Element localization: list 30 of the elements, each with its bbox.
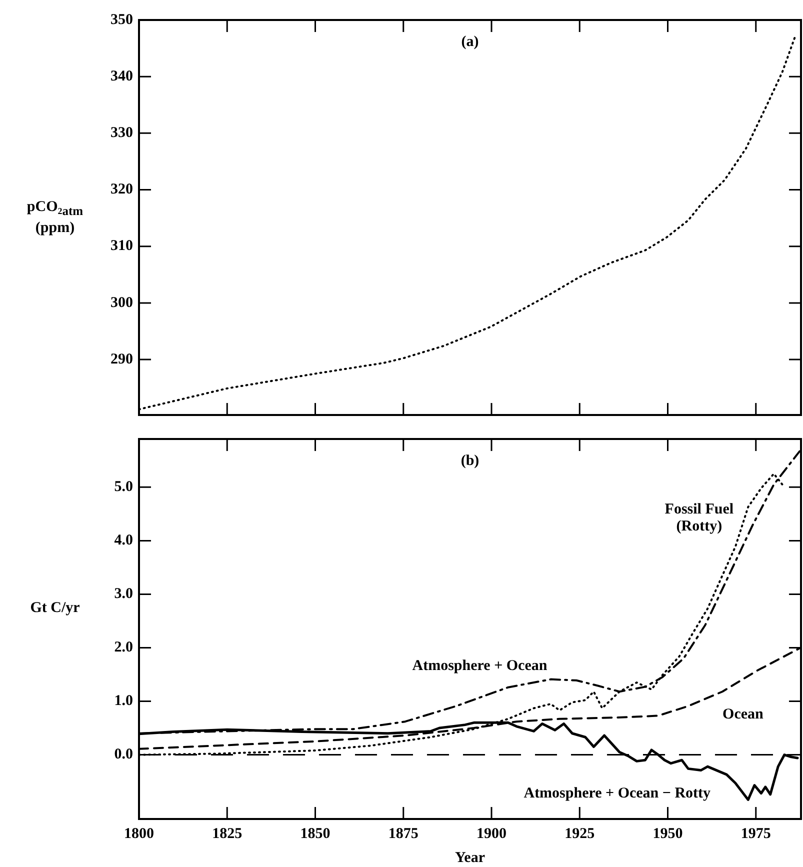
y-tick-label: 350 [110, 12, 133, 28]
y-tick-label: 3.0 [114, 586, 133, 602]
x-tick-label: 1875 [388, 826, 418, 842]
y-tick-label: 1.0 [114, 693, 133, 710]
y-axis-title: Gt C/yr [29, 599, 81, 618]
series-label: Atmosphere + Ocean − Rotty [524, 786, 712, 802]
x-axis-title: Year [455, 850, 486, 866]
x-tick-label: 1950 [652, 826, 683, 842]
y-tick-label: 340 [110, 68, 133, 84]
x-tick-label: 1975 [740, 826, 771, 842]
y-tick-label: 290 [110, 351, 133, 368]
series-label: Ocean [722, 706, 764, 723]
y-axis-title: pCO₂$_{atm}$ (ppm) [26, 198, 84, 238]
x-tick-label: 1800 [124, 826, 154, 842]
y-tick-label: 320 [110, 182, 133, 198]
y-tick-label: 300 [110, 294, 133, 311]
x-tick-label: 1925 [564, 826, 595, 842]
text: (b) [460, 452, 480, 469]
y-tick-label: 5.0 [114, 479, 133, 496]
x-tick-label: 1900 [476, 826, 507, 842]
text: (a) [461, 34, 479, 50]
y-tick-label: 0.0 [114, 746, 133, 763]
y-tick-label: 330 [110, 125, 133, 142]
x-tick-label: 1850 [300, 826, 330, 842]
y-tick-label: 310 [110, 238, 133, 254]
y-tick-label: 4.0 [114, 532, 133, 549]
x-tick-label: 1825 [212, 826, 242, 842]
y-tick-label: 2.0 [114, 640, 133, 656]
series-label: Atmosphere + Ocean [412, 658, 548, 674]
series-label: Fossil Fuel (Rotty) [664, 502, 734, 535]
